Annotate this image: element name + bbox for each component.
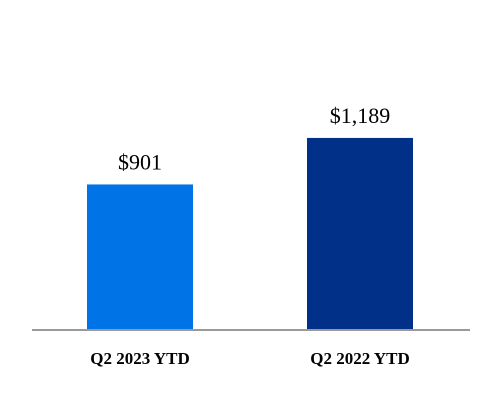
bar-2 (307, 137, 413, 330)
bars-group (87, 137, 413, 330)
bar-1 (87, 184, 193, 330)
category-labels-group: Q2 2023 YTD Q2 2022 YTD (90, 349, 410, 368)
value-labels-group: $901 $1,189 (118, 103, 390, 175)
value-label-2: $1,189 (330, 103, 391, 128)
category-label-1: Q2 2023 YTD (90, 349, 190, 368)
category-label-2: Q2 2022 YTD (310, 349, 410, 368)
value-label-1: $901 (118, 149, 162, 174)
